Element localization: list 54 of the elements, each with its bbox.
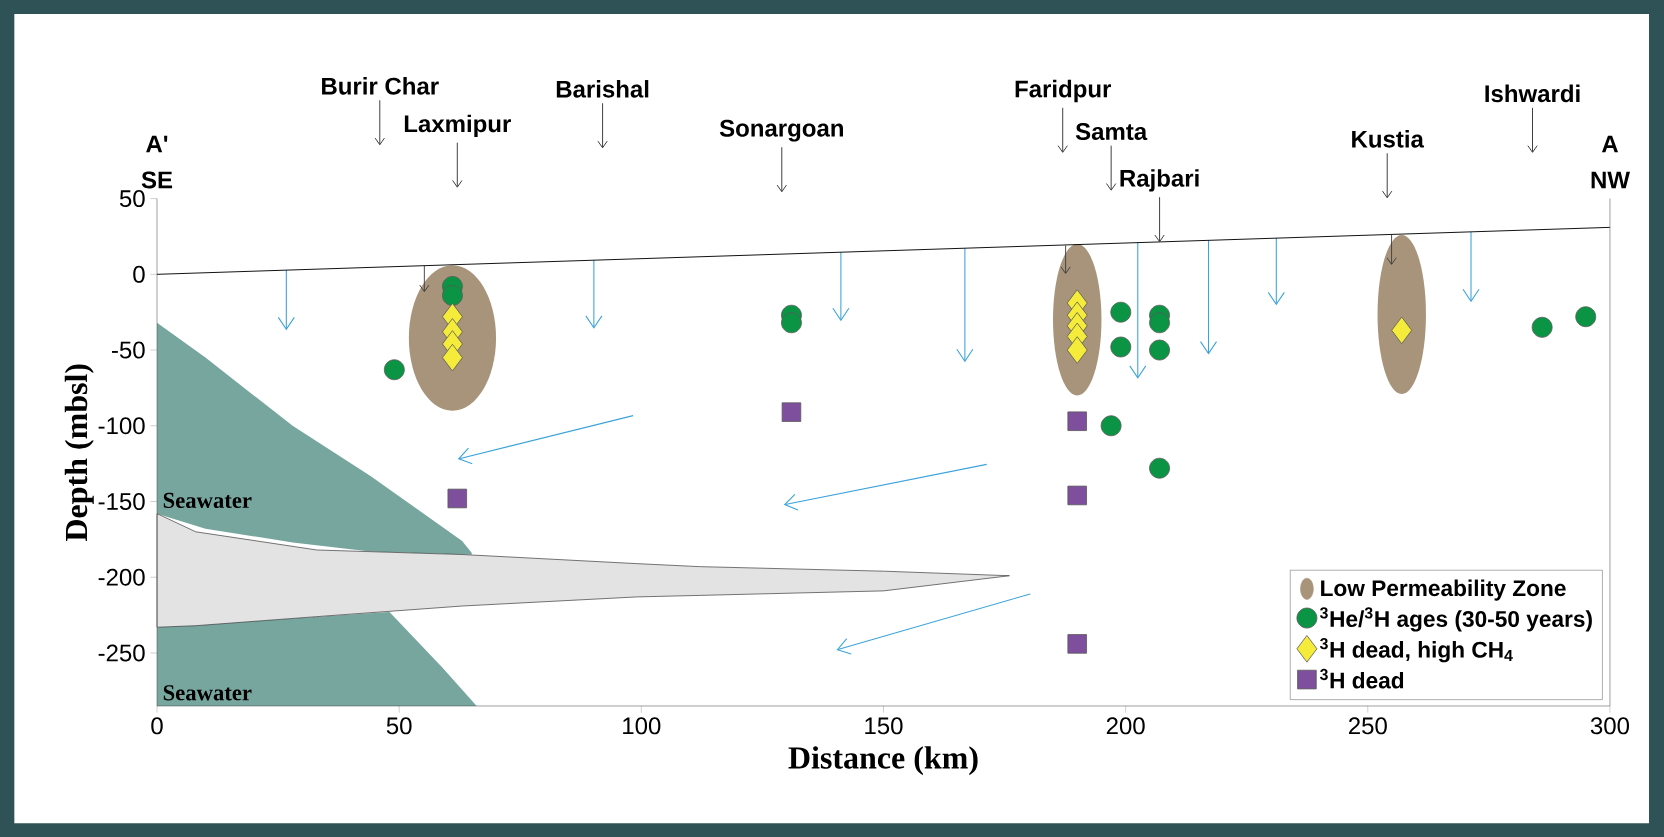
point	[1149, 312, 1170, 334]
annotation: Low Permeability Zone	[1321, 579, 1566, 601]
legend-label: $^{3}$H dead, high CH$_{4}$	[1319, 638, 1513, 663]
point	[1575, 306, 1597, 328]
text: SE	[141, 171, 173, 189]
text: Kustia	[1352, 130, 1425, 148]
annotation: Rajbari	[1120, 169, 1199, 192]
legend-label: $^{3}$H dead	[1319, 668, 1404, 689]
point	[1067, 411, 1087, 431]
y-tick-label: -150	[98, 493, 145, 510]
text: A'	[146, 135, 168, 153]
y-tick-label: -50	[112, 341, 145, 359]
point	[1149, 457, 1170, 479]
point	[781, 402, 802, 422]
x-tick-label: 150	[865, 717, 903, 735]
legend-label: $^{3}$He/$^{3}$H ages (30-50 years)	[1319, 607, 1592, 632]
y-axis-title: Depth (mbsl)	[64, 364, 94, 542]
text: Sonargoan	[719, 119, 843, 142]
y-tick-label: -250	[98, 644, 145, 662]
text: Faridpur	[1015, 79, 1112, 103]
point	[442, 343, 463, 372]
point	[1067, 634, 1087, 654]
point	[1067, 485, 1087, 506]
text: Barishal	[556, 80, 649, 98]
text: A	[1601, 135, 1619, 153]
y-tick-label: 0	[133, 265, 145, 283]
point	[1100, 415, 1122, 437]
x-axis-title: Distance (km)	[788, 746, 978, 776]
annotation: Seawater	[163, 492, 252, 509]
y-tick-label: -100	[98, 417, 145, 435]
point	[1110, 301, 1132, 323]
point	[383, 359, 405, 381]
point	[1531, 316, 1553, 338]
x-tick-label: 100	[623, 717, 661, 735]
point	[1391, 316, 1413, 345]
x-tick-label: 300	[1590, 717, 1630, 735]
annotation: Seawater	[163, 685, 252, 701]
text: Laxmipur	[404, 114, 511, 138]
x-tick-label: 0	[151, 717, 163, 735]
point	[1149, 339, 1170, 361]
point	[442, 285, 463, 306]
x-tick-label: 200	[1106, 717, 1145, 735]
y-tick-label: -200	[98, 568, 145, 586]
text: NW	[1591, 171, 1630, 189]
text: Ishwardi	[1485, 84, 1580, 103]
point	[447, 488, 468, 509]
x-tick-label: 50	[386, 717, 412, 735]
point	[1110, 336, 1132, 358]
text: Samta	[1075, 123, 1148, 141]
text: Burir Char	[322, 77, 439, 95]
point	[1066, 336, 1088, 364]
y-tick-label: 50	[119, 190, 145, 208]
point	[781, 312, 802, 334]
x-tick-label: 250	[1348, 717, 1387, 735]
